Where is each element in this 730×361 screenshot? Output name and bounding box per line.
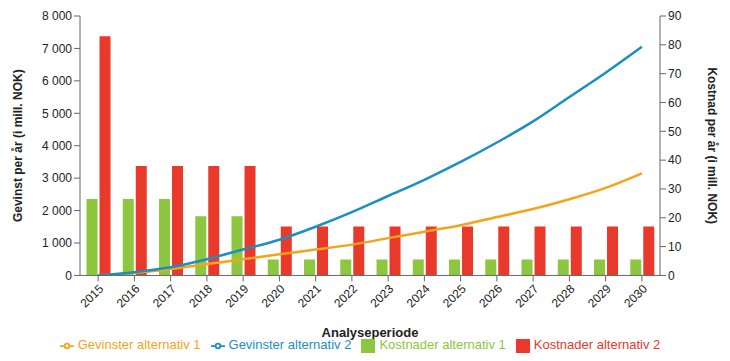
svg-text:0: 0 [65,269,72,283]
svg-text:5 000: 5 000 [42,107,72,121]
svg-text:0: 0 [668,269,675,283]
svg-text:40: 40 [668,153,682,167]
svg-text:Kostnad per år (i mill. NOK): Kostnad per år (i mill. NOK) [705,67,719,224]
svg-text:2025: 2025 [440,281,469,310]
svg-text:4 000: 4 000 [42,139,72,153]
svg-text:50: 50 [668,125,682,139]
svg-text:2029: 2029 [585,281,614,310]
svg-text:2030: 2030 [621,281,650,310]
svg-text:2021: 2021 [295,281,324,310]
svg-text:70: 70 [668,67,682,81]
svg-text:2023: 2023 [367,281,396,310]
svg-text:10: 10 [668,240,682,254]
svg-text:20: 20 [668,211,682,225]
svg-text:2018: 2018 [186,281,215,310]
svg-text:3 000: 3 000 [42,171,72,185]
svg-text:2027: 2027 [512,281,541,310]
svg-text:2026: 2026 [476,281,505,310]
svg-text:7 000: 7 000 [42,42,72,56]
svg-text:60: 60 [668,96,682,110]
svg-text:2028: 2028 [549,281,578,310]
svg-text:6 000: 6 000 [42,74,72,88]
html-text:Kostnader alternativ 1: Kostnader alternativ 1 [379,337,506,353]
svg-text:Analyseperiode: Analyseperiode [322,325,419,340]
svg-text:8 000: 8 000 [42,9,72,23]
html-text:Gevinster alternativ 1: Gevinster alternativ 1 [77,337,201,353]
svg-text:2015: 2015 [77,281,106,310]
svg-text:2020: 2020 [259,281,288,310]
svg-text:80: 80 [668,38,682,52]
html-text:Kostnader alternativ 2: Kostnader alternativ 2 [533,337,661,353]
svg-text:2 000: 2 000 [42,204,72,218]
svg-text:1 000: 1 000 [42,236,72,250]
svg-text:2022: 2022 [331,281,360,310]
svg-text:90: 90 [668,9,682,23]
html-text:Gevinster alternativ 2: Gevinster alternativ 2 [228,337,352,353]
svg-text:2016: 2016 [114,281,143,310]
svg-text:Gevinst per år (i mill. NOK): Gevinst per år (i mill. NOK) [11,69,25,222]
svg-text:2024: 2024 [404,281,433,310]
svg-text:2017: 2017 [150,281,179,310]
svg-text:30: 30 [668,182,682,196]
svg-text:2019: 2019 [222,281,251,310]
